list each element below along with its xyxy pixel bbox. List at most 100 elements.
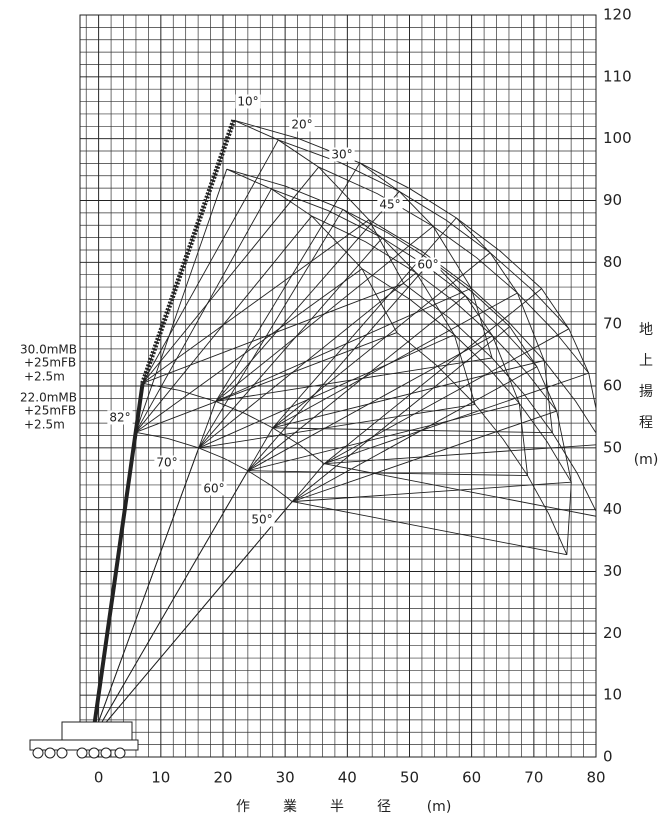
boom-line — [92, 447, 200, 739]
y-tick-label: 100 — [603, 129, 632, 147]
jib-line — [215, 287, 472, 402]
annotation-bg — [289, 117, 315, 132]
offset-curve — [361, 268, 572, 483]
jib-line — [198, 272, 417, 449]
offset-curve — [396, 332, 568, 555]
jib-line — [198, 334, 455, 449]
jib-line — [272, 217, 457, 429]
jib-line — [135, 268, 363, 433]
jib-line — [324, 372, 589, 465]
boom-angle-curve — [541, 288, 596, 411]
offset-curve — [226, 168, 510, 327]
offset-curve — [233, 119, 542, 289]
jib-line — [215, 225, 434, 402]
annotation: 10° — [237, 95, 258, 109]
annotation-bg — [415, 257, 441, 272]
annotation: +2.5m — [24, 418, 65, 432]
y-axis-label: 程 — [639, 415, 653, 431]
annotation: +2.5m — [24, 370, 65, 384]
jib-line — [324, 444, 596, 465]
jib-line — [292, 481, 572, 503]
jib-line — [272, 252, 491, 429]
annotation-bg — [154, 455, 180, 470]
annotation: +25mFB — [24, 356, 76, 370]
y-tick-label: 70 — [603, 315, 622, 333]
jib-line — [142, 139, 279, 384]
jib-line — [247, 402, 520, 472]
boom-top-arc — [142, 382, 325, 465]
x-tick-label: 60 — [462, 769, 481, 787]
jib-line — [323, 288, 542, 465]
x-axis-label: 業 — [283, 799, 297, 815]
y-axis-label: 地 — [639, 322, 653, 338]
annotation: 30.0mMB — [20, 343, 77, 357]
jib-line — [198, 237, 383, 449]
crane-carrier — [29, 721, 139, 759]
annotation-bg — [201, 481, 227, 496]
y-axis-label: 上 — [639, 353, 653, 369]
boom — [90, 383, 145, 739]
annotation: 45° — [379, 198, 400, 212]
annotation: +25mFB — [24, 404, 76, 418]
jib-line — [247, 260, 432, 471]
jib-line — [142, 219, 370, 384]
y-tick-label: 10 — [603, 686, 622, 704]
jib-line — [135, 188, 272, 433]
annotation: 60° — [203, 482, 224, 496]
jib-line — [142, 166, 320, 384]
boom-line — [92, 501, 293, 739]
jib-line — [272, 292, 518, 429]
jib-line — [198, 403, 476, 449]
jib-line — [292, 501, 567, 556]
jib-line — [135, 332, 398, 433]
x-tick-label: 80 — [586, 769, 605, 787]
annotation: 60° — [417, 258, 438, 272]
annotation-bg — [107, 410, 133, 425]
jib-line — [291, 326, 510, 502]
offset-curve — [318, 166, 590, 374]
x-axis-label: 径 — [377, 799, 391, 815]
jib-line — [247, 295, 466, 472]
jib-line — [135, 169, 228, 433]
boom-line — [92, 470, 249, 739]
x-tick-label: 20 — [213, 769, 232, 787]
y-tick-label: 0 — [603, 748, 613, 766]
annotation-bg — [329, 147, 355, 162]
annotation: 20° — [291, 118, 312, 132]
x-tick-label: 0 — [94, 769, 104, 787]
y-tick-label: 80 — [603, 253, 622, 271]
y-axis-label: (m) — [634, 452, 659, 468]
jib-line — [198, 209, 344, 449]
y-tick-label: 30 — [603, 562, 622, 580]
x-tick-label: 50 — [400, 769, 419, 787]
x-tick-label: 70 — [524, 769, 543, 787]
jib-line — [292, 410, 557, 503]
range-lines — [90, 119, 596, 739]
jib-line — [135, 215, 313, 433]
x-axis-label: 半 — [330, 799, 344, 815]
offset-curve — [368, 219, 596, 434]
x-tick-label: 30 — [276, 769, 295, 787]
annotation: 30° — [331, 148, 352, 162]
annotation: 50° — [251, 513, 272, 527]
y-tick-label: 60 — [603, 377, 622, 395]
x-axis-label: (m) — [427, 799, 452, 815]
boom-angle-curve — [509, 326, 572, 555]
jib-line — [247, 470, 528, 477]
y-tick-label: 40 — [603, 500, 622, 518]
x-tick-label: 40 — [338, 769, 357, 787]
y-tick-label: 20 — [603, 624, 622, 642]
annotation: 70° — [156, 456, 177, 470]
boom-top-arc — [135, 431, 293, 502]
y-tick-label: 110 — [603, 67, 632, 85]
x-tick-label: 10 — [151, 769, 170, 787]
jib-line — [215, 191, 400, 402]
jib-line — [142, 120, 235, 384]
offset-curve — [311, 215, 558, 412]
annotation-bg — [377, 197, 403, 212]
annotation: 22.0mMB — [20, 391, 77, 405]
y-axis-label: 揚 — [639, 383, 653, 400]
jib-line — [292, 366, 538, 503]
jib — [140, 119, 237, 385]
